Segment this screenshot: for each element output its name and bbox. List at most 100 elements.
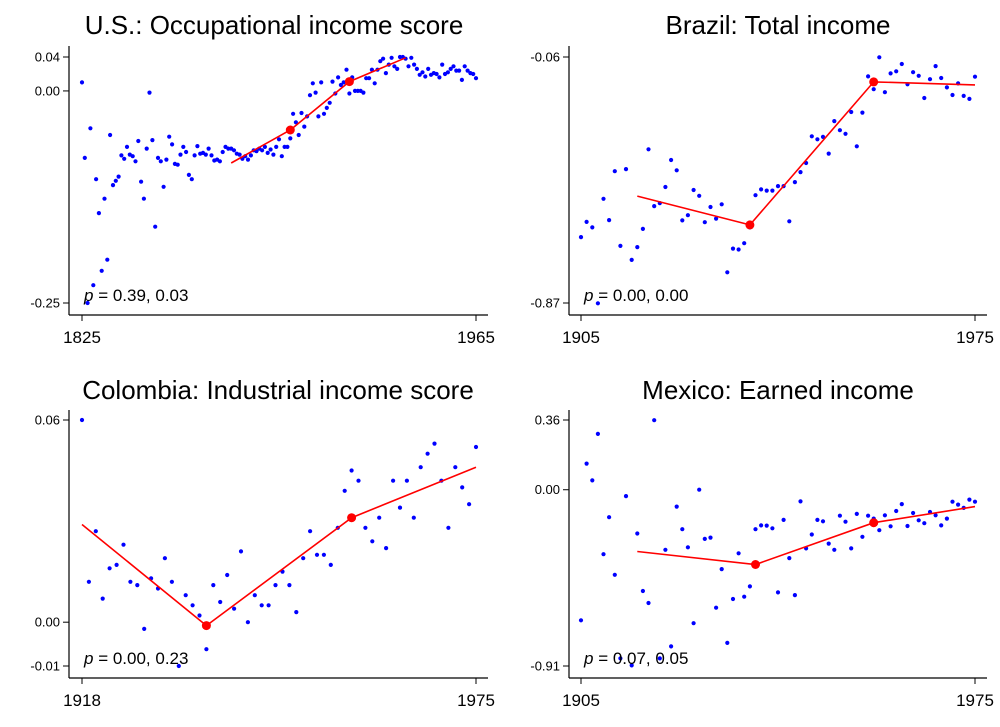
panel-title: Colombia: Industrial income score	[82, 375, 474, 405]
data-point	[411, 515, 416, 520]
y-tick-label: -0.25	[30, 296, 60, 311]
y-tick-label: -0.87	[530, 296, 560, 311]
data-point	[798, 499, 803, 504]
data-point	[685, 545, 691, 550]
x-tick-label: 1975	[956, 691, 994, 710]
data-point	[708, 204, 713, 210]
breakpoint-marker	[869, 518, 879, 528]
data-point	[747, 584, 753, 589]
data-point	[809, 532, 814, 537]
breakpoint-marker	[285, 125, 295, 135]
data-point	[590, 478, 595, 483]
data-point	[612, 572, 617, 577]
data-point	[94, 177, 99, 182]
data-point	[96, 211, 101, 216]
data-point	[418, 465, 423, 470]
data-point	[916, 73, 921, 78]
breakpoint-marker	[344, 77, 354, 87]
data-point	[646, 147, 651, 152]
data-point	[719, 202, 724, 207]
data-point	[652, 418, 657, 423]
data-point	[273, 583, 278, 588]
data-point	[820, 134, 826, 139]
data-point	[742, 241, 747, 246]
data-point	[877, 528, 882, 533]
data-point	[245, 620, 250, 625]
data-point	[972, 74, 978, 79]
panel-title: Mexico: Earned income	[642, 375, 914, 405]
data-point	[161, 184, 166, 189]
data-point	[248, 153, 253, 158]
data-point	[584, 219, 589, 224]
data-point	[820, 519, 826, 524]
data-point	[657, 656, 662, 661]
data-point	[590, 225, 595, 230]
data-point	[473, 76, 479, 81]
panel-us: U.S.: Occupational income score 0.04 0.00…	[30, 10, 495, 347]
data-point	[79, 417, 85, 423]
data-point	[674, 504, 679, 509]
data-point	[206, 146, 211, 151]
data-point	[105, 257, 110, 262]
data-point	[736, 247, 741, 252]
data-point	[753, 193, 758, 198]
data-point	[324, 105, 329, 110]
data-point	[237, 152, 242, 157]
data-point	[922, 95, 927, 101]
data-point	[922, 521, 927, 526]
data-point	[308, 529, 313, 534]
data-point	[395, 66, 400, 71]
data-point	[252, 593, 257, 598]
data-point	[265, 150, 270, 155]
data-point	[440, 62, 445, 67]
data-point	[121, 542, 126, 547]
data-point	[130, 154, 135, 159]
data-point	[882, 90, 888, 95]
data-point	[753, 527, 758, 532]
data-point	[155, 155, 161, 160]
data-point	[451, 64, 456, 69]
data-point	[787, 556, 792, 561]
data-point	[877, 55, 882, 60]
panel-title: U.S.: Occupational income score	[85, 10, 464, 40]
data-point	[288, 136, 293, 141]
fit-line	[637, 81, 976, 226]
data-point	[702, 536, 707, 542]
p-value-annotation: p = 0.07, 0.05	[583, 649, 688, 668]
data-point	[328, 562, 333, 568]
data-point	[218, 599, 223, 605]
data-point	[652, 204, 657, 209]
data-point	[423, 74, 428, 79]
data-point	[764, 523, 769, 528]
data-point	[826, 541, 831, 546]
data-point	[175, 162, 180, 167]
data-point	[341, 80, 346, 85]
data-point	[384, 546, 389, 551]
data-point	[950, 92, 955, 98]
data-point	[826, 151, 831, 156]
data-point	[204, 647, 209, 652]
data-point	[944, 516, 950, 521]
data-point	[170, 142, 175, 147]
data-point	[299, 110, 304, 116]
data-point	[462, 64, 467, 69]
y-tick-label: 0.06	[35, 413, 60, 428]
x-tick-label: 1825	[63, 328, 101, 347]
p-values: = 0.07, 0.05	[593, 649, 688, 668]
data-point	[133, 159, 138, 164]
panel-brazil: Brazil: Total income -0.06 -0.87 1905 1975 p…	[530, 10, 994, 347]
data-point	[356, 478, 361, 483]
data-point	[220, 149, 225, 155]
data-point	[245, 157, 251, 162]
data-point	[293, 120, 298, 125]
data-point	[119, 153, 124, 158]
data-point	[122, 156, 127, 161]
data-point	[176, 663, 181, 669]
data-point	[618, 243, 623, 248]
data-point	[406, 64, 411, 69]
data-point	[956, 502, 961, 507]
p-values: = 0.00, 0.23	[93, 649, 188, 668]
data-point	[669, 644, 674, 649]
data-point	[736, 551, 741, 556]
